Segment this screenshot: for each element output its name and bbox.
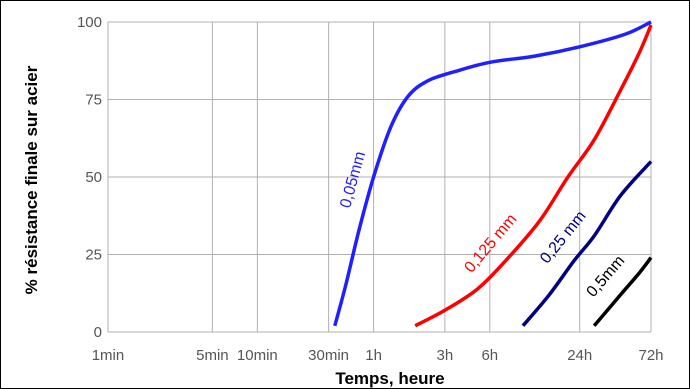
x-axis-title: Temps, heure [335, 369, 444, 388]
y-tick-label: 50 [85, 169, 102, 186]
series-line [592, 256, 653, 327]
grid [107, 21, 652, 333]
x-tick-label: 1h [365, 347, 382, 364]
series-line [521, 160, 653, 327]
y-tick-labels: 0 25 50 75 100 [77, 14, 102, 341]
series-label: 0,25 mm [537, 208, 589, 267]
x-tick-label: 24h [567, 347, 592, 364]
series-line [414, 24, 653, 328]
y-tick-label: 25 [85, 247, 102, 264]
series-label: 0,125 mm [461, 211, 520, 276]
series-line [333, 20, 652, 327]
y-tick-label: 75 [85, 92, 102, 109]
x-tick-label: 72h [638, 347, 663, 364]
x-tick-label: 30min [308, 347, 349, 364]
y-tick-label: 100 [77, 14, 102, 31]
x-tick-label: 1min [92, 347, 125, 364]
x-tick-label: 5min [196, 347, 229, 364]
x-tick-label: 10min [237, 347, 278, 364]
y-tick-label: 0 [94, 324, 102, 341]
x-tick-label: 6h [481, 347, 498, 364]
x-tick-label: 3h [437, 347, 454, 364]
x-tick-labels: 1min 5min 10min 30min 1h 3h 6h 24h 72h [92, 347, 664, 364]
y-axis-title: % résistance finale sur acier [22, 65, 41, 294]
series-label: 0,05mm [337, 150, 369, 210]
